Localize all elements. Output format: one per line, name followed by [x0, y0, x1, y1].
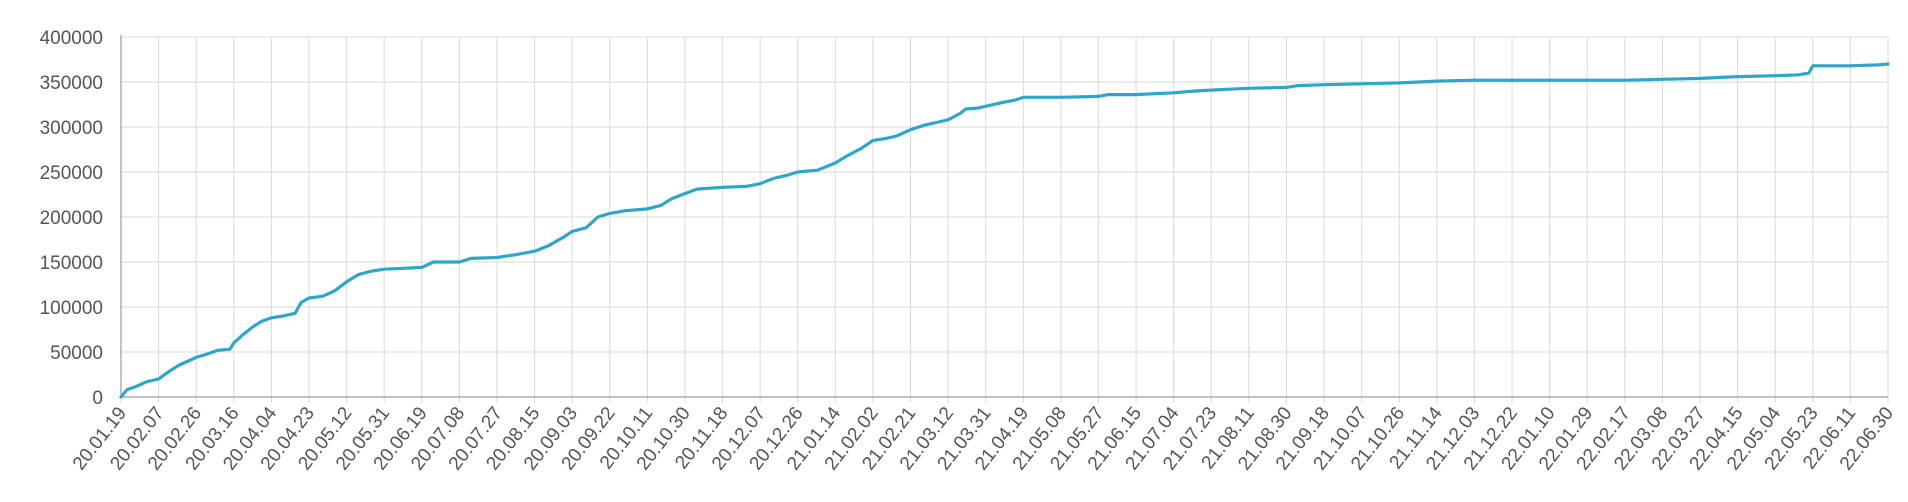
y-tick-label: 100000	[40, 298, 103, 319]
vertical-gridlines	[120, 37, 1889, 403]
y-tick-label: 350000	[40, 73, 103, 94]
y-tick-label: 50000	[50, 343, 103, 364]
y-tick-label: 200000	[40, 208, 103, 229]
x-axis-tick-labels: 20.01.1920.02.0720.02.2620.03.1620.04.04…	[69, 403, 1898, 475]
axes	[120, 35, 1888, 398]
y-axis-tick-labels: 0 50000 100000 150000 200000 250000 300000 3500…	[40, 28, 103, 409]
y-tick-label: 250000	[40, 163, 103, 184]
series-layer	[119, 62, 1890, 399]
y-tick-label: 150000	[40, 253, 103, 274]
y-tick-label: 400000	[40, 28, 103, 49]
y-tick-label: 300000	[40, 118, 103, 139]
series-line	[119, 62, 1890, 399]
horizontal-gridlines	[121, 36, 1888, 398]
y-tick-label: 0	[92, 388, 103, 409]
